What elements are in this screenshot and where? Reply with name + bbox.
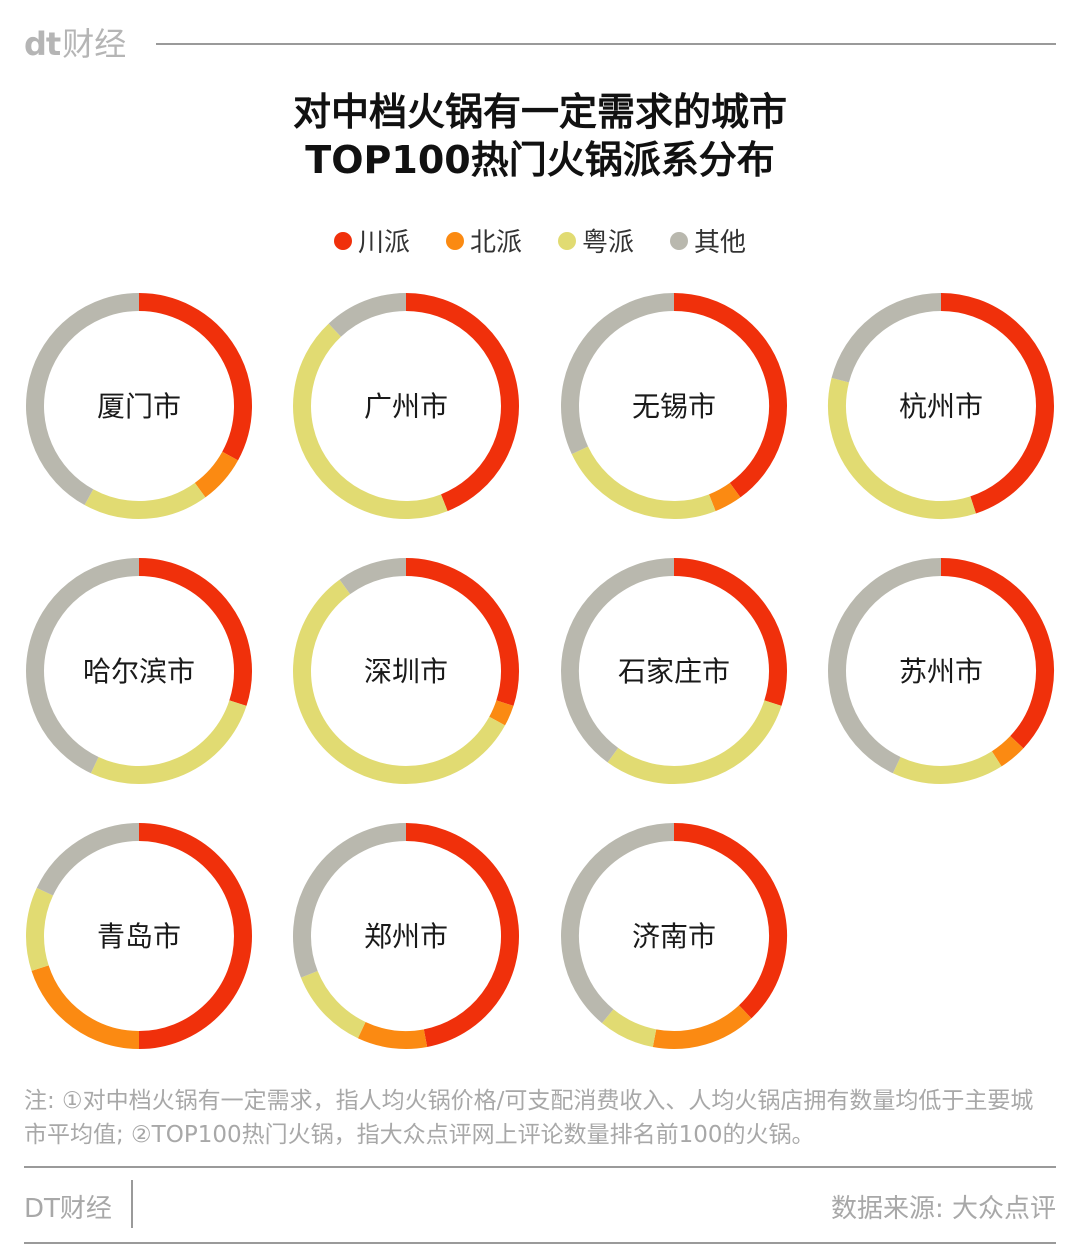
donut-segment-sichuan <box>673 293 787 498</box>
donut-9: 青岛市 <box>26 823 252 1049</box>
donut-7: 石家庄市 <box>561 558 787 784</box>
donut-segment-cantonese <box>607 700 782 784</box>
donut-4: 杭州市 <box>828 293 1054 519</box>
donut-2: 广州市 <box>293 293 519 519</box>
donut-segment-cantonese <box>84 482 206 519</box>
donut-segment-north <box>708 482 741 512</box>
donut-segment-other <box>831 293 942 383</box>
city-label: 石家庄市 <box>618 655 730 688</box>
donut-segment-cantonese <box>300 970 366 1039</box>
donut-segment-other <box>26 293 140 506</box>
top-divider <box>156 43 1056 45</box>
legend: 川派 北派 粤派 其他 <box>0 222 1080 259</box>
footer-divider-bottom <box>24 1242 1056 1244</box>
donut-segment-other <box>561 293 675 455</box>
legend-label: 粤派 <box>582 228 635 258</box>
chart-title-line1: 对中档火锅有一定需求的城市 <box>292 90 787 134</box>
legend-swatch <box>558 231 576 250</box>
donut-segment-sichuan <box>405 558 519 706</box>
donut-segment-sichuan <box>673 558 787 706</box>
donut-11: 济南市 <box>561 823 787 1049</box>
city-label: 广州市 <box>364 390 448 423</box>
data-source: 数据来源: 大众点评 <box>830 1194 1056 1224</box>
city-label: 深圳市 <box>364 655 448 688</box>
donut-5: 哈尔滨市 <box>26 558 252 784</box>
legend-label: 其他 <box>694 228 747 258</box>
legend-item-north: 北派 <box>445 222 522 259</box>
city-label: 苏州市 <box>899 655 983 688</box>
donut-segment-sichuan <box>405 293 519 512</box>
donut-segment-other <box>36 823 140 896</box>
donut-segment-other <box>328 293 407 337</box>
donut-segment-cantonese <box>26 887 54 971</box>
donut-8: 苏州市 <box>828 558 1054 784</box>
donut-segment-cantonese <box>601 1009 657 1047</box>
chart-title: 对中档火锅有一定需求的城市 TOP100热门火锅派系分布 <box>0 88 1080 184</box>
city-label: 无锡市 <box>632 390 716 423</box>
footer-separator <box>131 1180 133 1228</box>
top-bar: dt财经 <box>24 26 1056 62</box>
footnote: 注: ①对中档火锅有一定需求，指人均火锅价格/可支配消费收入、人均火锅店拥有数量… <box>24 1088 1034 1148</box>
donut-segment-other <box>828 558 942 774</box>
footer-brand: DT财经 <box>24 1194 112 1224</box>
donut-segment-north <box>991 735 1024 767</box>
donut-segment-sichuan <box>138 558 252 706</box>
legend-swatch <box>333 231 352 250</box>
donut-segment-other <box>561 558 675 763</box>
legend-item-cantonese: 粤派 <box>558 222 634 259</box>
donut-segment-north <box>194 451 239 498</box>
dt-logo: dt财经 <box>24 25 127 63</box>
donut-segment-cantonese <box>293 323 448 519</box>
legend-label: 北派 <box>469 228 522 258</box>
donut-segment-north <box>652 1005 752 1049</box>
donut-segment-other <box>561 823 675 1024</box>
donut-segment-sichuan <box>405 823 519 1047</box>
chart-title-line2: TOP100热门火锅派系分布 <box>305 138 775 182</box>
footer-divider-top <box>24 1166 1056 1168</box>
legend-swatch <box>670 231 689 250</box>
donut-segment-sichuan <box>673 823 787 1019</box>
donut-6: 深圳市 <box>293 558 519 784</box>
donut-segment-north <box>357 1021 428 1049</box>
donut-1: 厦门市 <box>26 293 252 519</box>
city-label: 济南市 <box>632 920 716 953</box>
city-label: 杭州市 <box>899 390 983 423</box>
city-label: 厦门市 <box>97 390 181 423</box>
city-label: 青岛市 <box>97 920 181 953</box>
donut-segment-sichuan <box>138 823 252 1049</box>
legend-item-sichuan: 川派 <box>333 222 410 259</box>
donut-segment-cantonese <box>571 446 716 519</box>
legend-label: 川派 <box>357 228 410 258</box>
donut-segment-other <box>26 558 140 774</box>
donut-segment-sichuan <box>138 293 252 461</box>
legend-item-other: 其他 <box>670 222 746 259</box>
donut-segment-other <box>293 823 407 978</box>
donut-segment-north <box>489 700 514 726</box>
donut-segment-sichuan <box>940 558 1054 749</box>
donut-10: 郑州市 <box>293 823 519 1049</box>
donut-segment-cantonese <box>892 751 1002 784</box>
donut-segment-other <box>339 558 407 595</box>
legend-swatch <box>445 231 464 250</box>
donut-3: 无锡市 <box>561 293 787 519</box>
donut-segment-sichuan <box>940 293 1054 514</box>
city-label: 哈尔滨市 <box>83 655 195 688</box>
city-label: 郑州市 <box>364 920 448 953</box>
donut-segment-north <box>31 965 140 1049</box>
donut-segment-cantonese <box>293 579 506 784</box>
donut-segment-cantonese <box>828 377 976 519</box>
donut-segment-cantonese <box>90 700 247 784</box>
